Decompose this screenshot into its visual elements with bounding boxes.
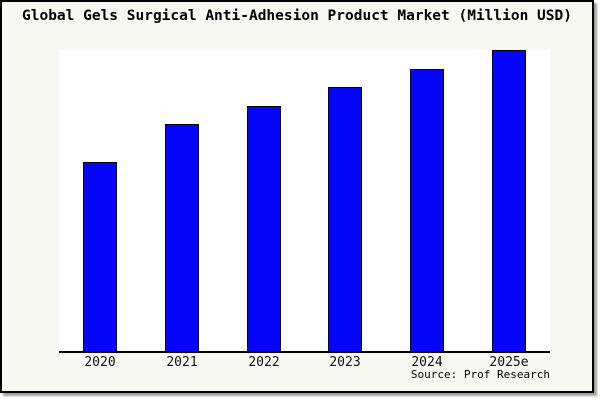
x-tick-2024: 2024 <box>411 355 443 370</box>
x-tick-2020: 2020 <box>84 355 116 370</box>
source-caption: Source: Prof Research <box>410 368 550 381</box>
bar-2022 <box>247 106 281 351</box>
bar-2021 <box>165 124 199 351</box>
x-tick-2021: 2021 <box>166 355 198 370</box>
x-tick-2023: 2023 <box>329 355 361 370</box>
x-tick-2025e: 2025e <box>489 355 529 370</box>
bar-2024 <box>410 69 444 351</box>
bar-2023 <box>328 87 362 351</box>
x-tick-2022: 2022 <box>248 355 280 370</box>
x-axis: 2020 2021 2022 2023 2024 2025e <box>2 355 592 371</box>
chart-figure: Global Gels Surgical Anti-Adhesion Produ… <box>0 0 594 393</box>
bar-2025e <box>492 50 526 351</box>
chart-title: Global Gels Surgical Anti-Adhesion Produ… <box>22 8 572 24</box>
bar-2020 <box>83 162 117 351</box>
plot-area <box>59 50 550 353</box>
